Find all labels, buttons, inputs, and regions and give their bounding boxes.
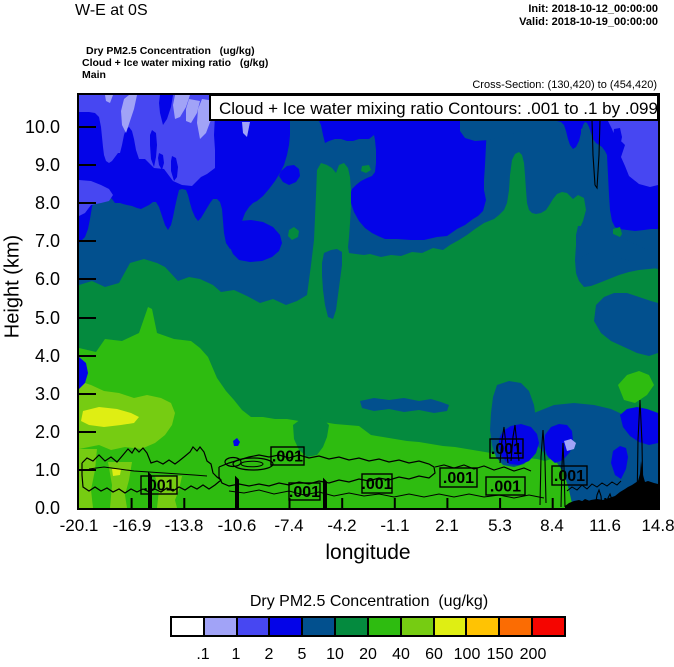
svg-text:.001: .001 (361, 476, 392, 493)
svg-text:.001: .001 (143, 478, 174, 495)
svg-text:.001: .001 (289, 484, 320, 501)
svg-text:.001: .001 (491, 441, 522, 458)
svg-text:.001: .001 (443, 470, 474, 487)
svg-text:.001: .001 (490, 479, 521, 496)
svg-text:Cloud + Ice water mixing ratio: Cloud + Ice water mixing ratio Contours:… (219, 99, 658, 118)
svg-text:.001: .001 (554, 468, 585, 485)
svg-text:.001: .001 (272, 449, 303, 466)
